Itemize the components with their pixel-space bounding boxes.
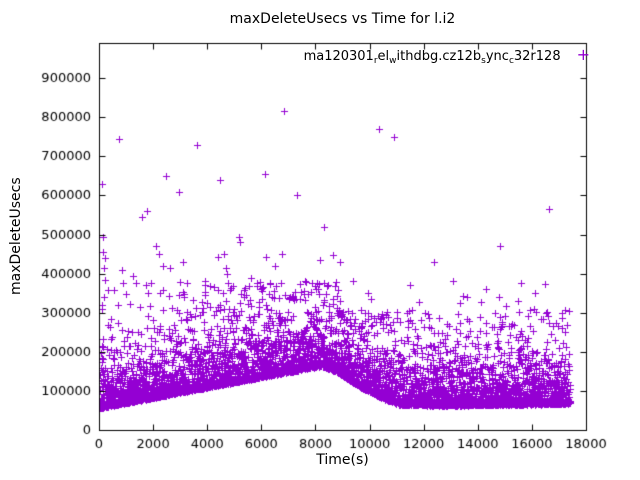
legend-series-label: ma120301relwithdbg.cz12bsyncc32r128 [303, 49, 561, 66]
legend: ma120301relwithdbg.cz12bsyncc32r128 + [303, 45, 590, 67]
chart-title: maxDeleteUsecs vs Time for l.i2 [229, 11, 456, 27]
x-axis-label: Time(s) [316, 452, 369, 468]
plus-marker-icon: + [576, 45, 590, 64]
y-axis-label: maxDeleteUsecs [8, 177, 24, 296]
